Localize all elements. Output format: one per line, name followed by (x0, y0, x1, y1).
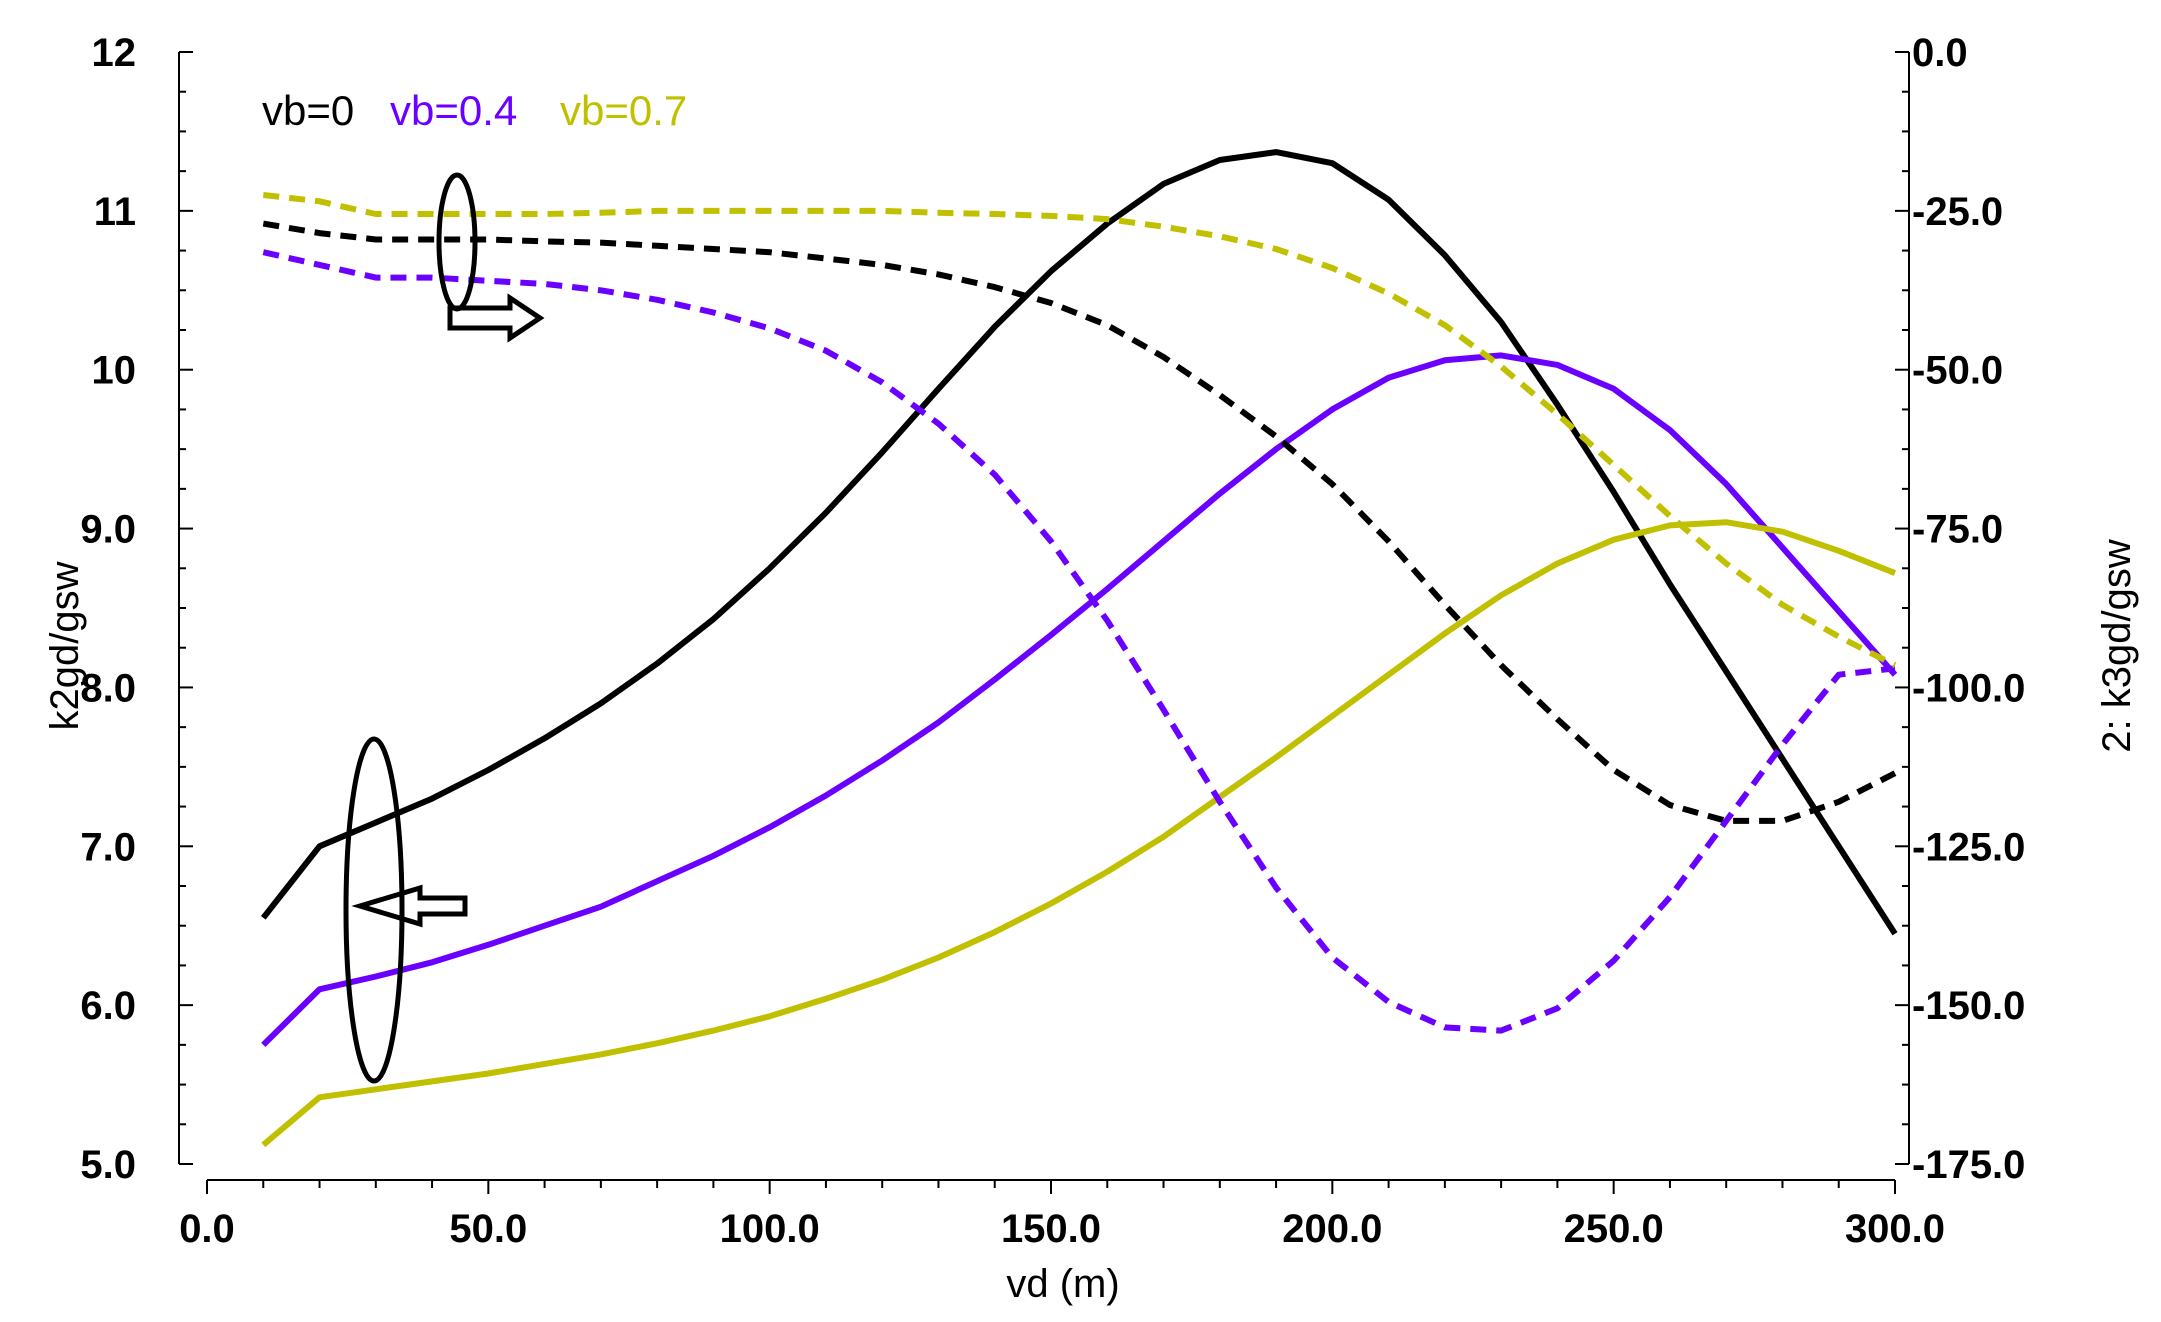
y-left-tick-label: 5.0 (80, 1143, 136, 1187)
annotations-group (343, 172, 545, 1084)
x-tick-label: 100.0 (720, 1207, 820, 1251)
y-left-tick-label: 11 (94, 190, 136, 234)
y-left-tick-label: 6.0 (80, 984, 136, 1028)
ticks-group (179, 51, 1909, 1194)
y-left-tick-label: 10 (92, 349, 137, 393)
legend-label-vb07: vb=0.7 (560, 87, 687, 134)
y-right-tick-label: -75.0 (1912, 508, 2003, 552)
right-arrow-icon (447, 293, 545, 343)
x-axis-title: vd (m) (1006, 1262, 1119, 1306)
tick-labels-group: 0.0 50.0 100.0 150.0 200.0 250.0 300.05.06.07.… (80, 31, 2025, 1251)
series-line-vb-0-7-right-axis- (262, 192, 1897, 668)
left-axis-series-marker-ellipse (343, 736, 405, 1084)
legend: vb=0 vb=0.4 vb=0.7 (262, 87, 687, 134)
series-line-vb-0-right-axis- (262, 220, 1897, 824)
legend-label-vb04: vb=0.4 (390, 87, 517, 134)
series-line-vb-0-7 (261, 519, 1897, 1148)
series-line-vb-0-4-right-axis- (262, 249, 1896, 1034)
series-line-vb-0-4 (261, 352, 1898, 1048)
series-line-vb-0 (260, 149, 1898, 936)
y-right-tick-label: -100.0 (1912, 666, 2025, 710)
left-arrow-icon (351, 884, 468, 928)
series-group (260, 149, 1898, 1148)
y-right-axis-title: 2: k3gd/gsw (2095, 539, 2139, 753)
y-right-tick-label: -150.0 (1912, 984, 2025, 1028)
y-right-tick-label: -50.0 (1912, 349, 2003, 393)
y-right-tick-label: -125.0 (1912, 825, 2025, 869)
y-left-axis-title: k2gd/gsw (43, 561, 87, 730)
y-right-tick-label: -175.0 (1912, 1143, 2025, 1187)
x-tick-label: 300.0 (1845, 1207, 1945, 1251)
legend-label-vb0: vb=0 (262, 87, 354, 134)
y-right-tick-label: 0.0 (1912, 31, 1968, 75)
x-tick-label: 250.0 (1564, 1207, 1664, 1251)
x-tick-label: 50.0 (449, 1207, 527, 1251)
x-tick-label: 150.0 (1001, 1207, 1101, 1251)
y-right-tick-label: -25.0 (1912, 190, 2003, 234)
y-left-tick-label: 8.0 (80, 666, 136, 710)
y-left-tick-label: 12 (92, 31, 137, 75)
y-left-tick-label: 9.0 (80, 508, 136, 552)
y-left-tick-label: 7.0 (80, 825, 136, 869)
x-tick-label: 0.0 (179, 1207, 235, 1251)
x-tick-label: 200.0 (1282, 1207, 1382, 1251)
